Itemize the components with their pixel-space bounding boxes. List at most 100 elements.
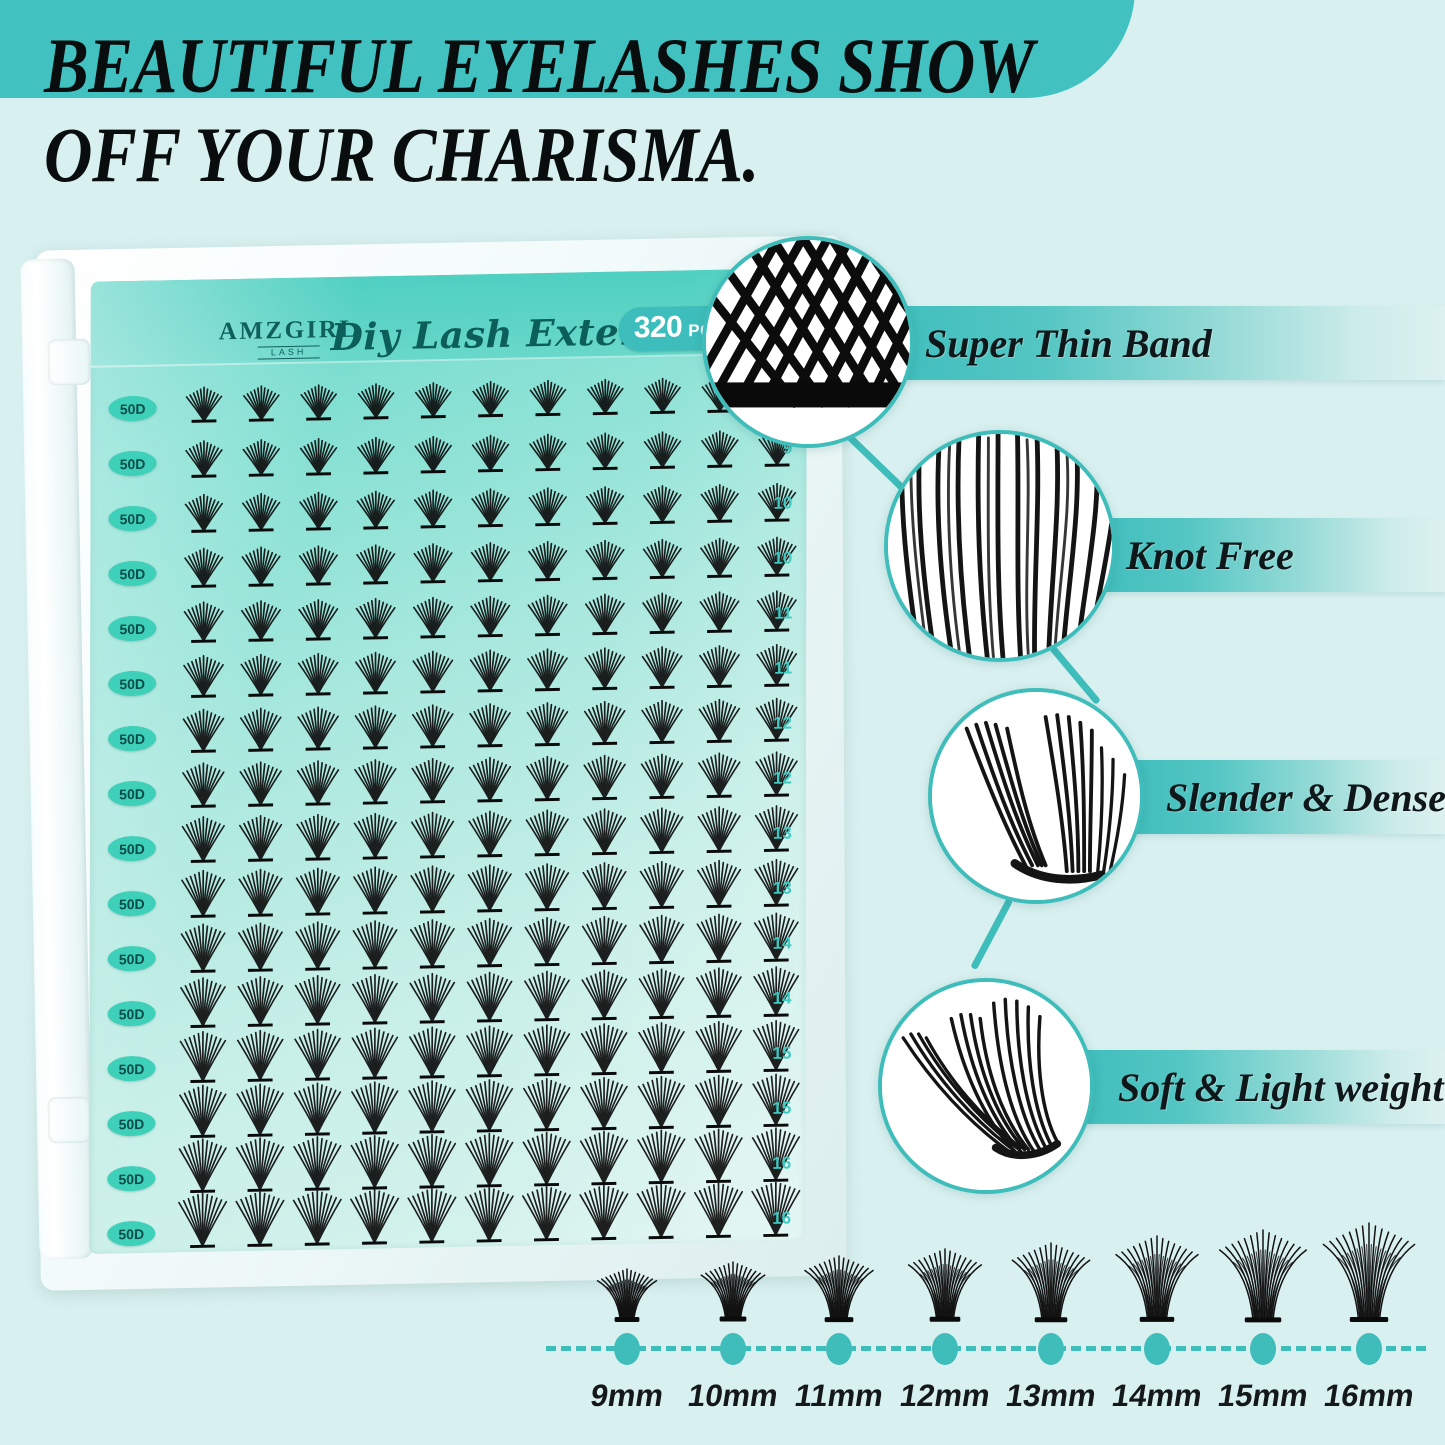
scale-item: 9mm <box>574 1218 680 1432</box>
lash-cluster-group-icon <box>181 858 799 919</box>
lash-cluster-group-icon <box>180 966 800 1029</box>
scale-cluster <box>803 1254 875 1328</box>
lash-cluster-strip <box>173 1181 805 1249</box>
lash-row: 50D 12 <box>90 686 806 755</box>
scale-dot <box>614 1333 640 1365</box>
lash-cluster-strip <box>173 1071 805 1139</box>
lash-cluster-sample-icon <box>907 1248 983 1323</box>
feature-label-super-thin-band: Super Thin Band <box>885 306 1445 380</box>
feature-image-super-thin-band <box>702 236 914 448</box>
scale-dot <box>826 1333 852 1365</box>
row-length-label: 15 <box>772 1098 792 1118</box>
scale-dashed-line <box>546 1346 1426 1351</box>
lash-cluster-strip <box>174 521 806 589</box>
lash-cluster-group-icon <box>179 1073 800 1139</box>
lash-cluster-group-icon <box>182 697 798 754</box>
feature-label-text: Soft & Light weight <box>1118 1064 1444 1110</box>
scale-cluster <box>596 1267 658 1328</box>
lash-cluster-group-icon <box>178 1127 801 1194</box>
row-density-badge: 50D <box>108 560 157 587</box>
lash-cluster-group-icon <box>184 482 797 534</box>
lash-cluster-group-icon <box>178 1181 801 1249</box>
row-length-label: 12 <box>772 768 792 788</box>
lash-row: 50D 10 <box>90 521 806 590</box>
lash-row-list: 50D950D950D1050D1050D1150D1150D1250D1250… <box>89 356 806 1250</box>
row-density-badge: 50D <box>108 670 157 697</box>
scale-cluster <box>700 1260 767 1328</box>
row-density-badge: 50D <box>107 945 156 972</box>
lash-cluster-strip <box>174 741 806 809</box>
feature-label-knot-free: Knot Free <box>1086 518 1445 592</box>
lash-cluster-strip <box>174 796 806 864</box>
row-length-label: 16 <box>772 1153 792 1173</box>
connector-line-3 <box>970 897 1014 971</box>
scale-item: 16mm <box>1316 1218 1422 1432</box>
row-density-badge: 50D <box>108 725 157 752</box>
scale-size-label: 13mm <box>1003 1378 1099 1413</box>
lash-cluster-strip <box>174 851 806 919</box>
scale-dot <box>1250 1333 1276 1365</box>
lash-fibers-macro-icon <box>888 434 1112 658</box>
row-length-label: 13 <box>772 878 792 898</box>
tray-hinge-bottom <box>47 1096 91 1144</box>
row-density-badge: 50D <box>107 890 156 917</box>
lash-cluster-sample-icon <box>804 1255 874 1322</box>
scale-item: 15mm <box>1210 1218 1316 1432</box>
scale-item: 13mm <box>998 1218 1104 1432</box>
lash-cluster-sample-icon <box>1115 1235 1199 1323</box>
scale-dot <box>1144 1333 1170 1365</box>
lash-cluster-group-icon <box>179 1019 800 1084</box>
scale-size-label: 10mm <box>685 1378 781 1413</box>
row-density-badge: 50D <box>108 395 157 422</box>
lash-cluster-strip <box>174 906 806 974</box>
row-length-label: 11 <box>774 603 793 623</box>
lash-row: 50D 13 <box>90 851 806 920</box>
lash-cluster-group-icon <box>180 912 799 974</box>
feature-image-knot-free <box>884 430 1116 662</box>
lash-row: 50D 15 <box>89 1071 805 1140</box>
brand-subtitle: LASH <box>257 345 320 360</box>
row-length-label: 10 <box>773 493 793 513</box>
lash-row: 50D 16 <box>89 1126 805 1195</box>
lash-cluster-strip <box>174 686 806 754</box>
feature-image-slender-dense <box>928 688 1144 904</box>
piece-count-number: 320 <box>633 310 683 345</box>
scale-item: 10mm <box>680 1218 786 1432</box>
feature-label-text: Knot Free <box>1126 532 1294 578</box>
lash-row: 50D 15 <box>90 1016 806 1085</box>
row-length-label: 10 <box>773 548 793 568</box>
row-density-badge: 50D <box>108 505 157 532</box>
scale-size-label: 15mm <box>1215 1378 1311 1413</box>
scale-cluster <box>1321 1221 1417 1328</box>
lash-row: 50D 12 <box>90 741 806 810</box>
lash-cluster-sample-icon <box>1011 1241 1091 1322</box>
row-density-badge: 50D <box>107 1165 156 1192</box>
scale-size-label: 14mm <box>1109 1378 1205 1413</box>
lash-cluster-sample-icon <box>700 1261 766 1322</box>
lash-cluster-sample-icon <box>1322 1222 1416 1322</box>
lash-cluster-soft-icon <box>882 982 1090 1190</box>
row-length-label: 11 <box>774 658 793 678</box>
scale-cluster <box>907 1247 984 1328</box>
scale-cluster <box>1114 1234 1200 1328</box>
lash-cluster-curve-icon <box>932 692 1140 900</box>
lash-row: 50D 14 <box>90 906 806 975</box>
feature-label-soft-light: Soft & Light weight <box>1078 1050 1445 1124</box>
row-length-label: 13 <box>772 823 792 843</box>
feature-label-text: Slender & Dense <box>1166 774 1445 820</box>
scale-size-label: 11mm <box>792 1378 886 1413</box>
scale-item: 11mm <box>786 1218 892 1432</box>
lash-cluster-group-icon <box>184 536 797 589</box>
lash-cluster-group-icon <box>182 751 798 809</box>
row-length-label: 12 <box>773 713 793 733</box>
scale-size-label: 16mm <box>1321 1378 1417 1413</box>
lash-row: 50D 11 <box>90 576 806 645</box>
lash-row: 50D 10 <box>90 466 806 535</box>
lash-cluster-strip <box>174 961 806 1029</box>
tray-hinge-top <box>47 338 91 386</box>
lash-cluster-strip <box>174 466 806 534</box>
scale-item: 12mm <box>892 1218 998 1432</box>
scale-dot <box>932 1333 958 1365</box>
lash-cluster-strip <box>174 576 806 644</box>
size-scale: 9mm 10mm 11mm 12mm 13mm 14mm 15mm 16mm <box>546 1218 1426 1432</box>
